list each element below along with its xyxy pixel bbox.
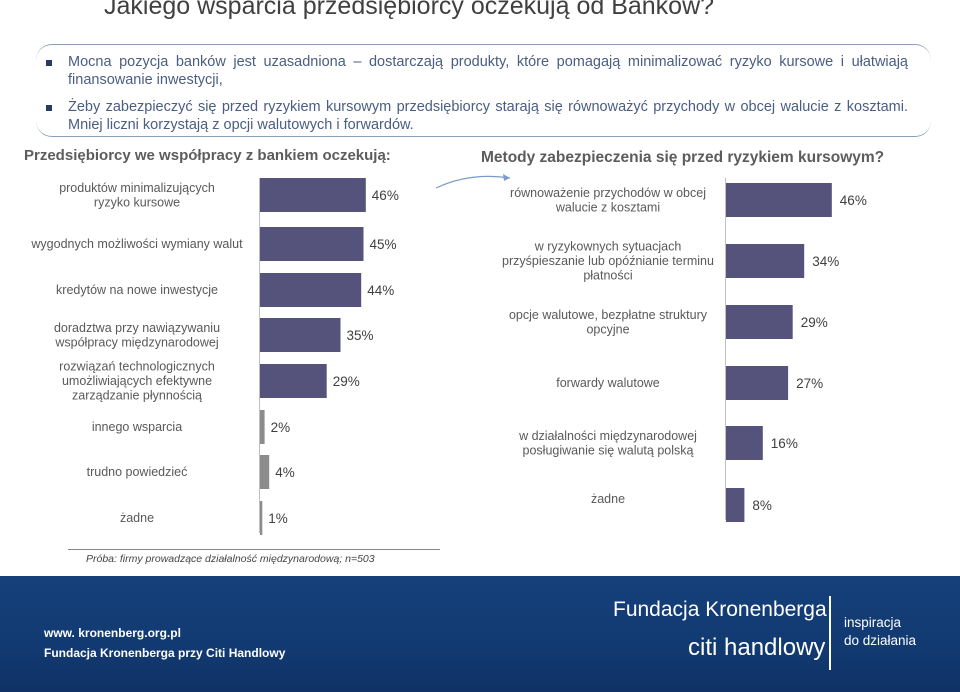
bar: [260, 410, 265, 444]
data-label: 8%: [752, 498, 772, 513]
category-label: żadne: [591, 492, 625, 506]
category-label: forwardy walutowe: [556, 376, 660, 390]
category-label: w działalności międzynarodowej: [518, 429, 697, 443]
arrow-connector: [435, 175, 511, 189]
data-label: 29%: [801, 315, 828, 330]
brand-name: Fundacja Kronenberga: [613, 598, 827, 621]
category-label: w ryzykownych sytuacjach: [534, 240, 682, 254]
bar: [260, 273, 362, 307]
data-label: 29%: [333, 374, 360, 389]
category-label: płatności: [583, 269, 632, 283]
bar: [260, 501, 263, 535]
category-label: wygodnych możliwości wymiany walut: [30, 237, 243, 251]
bar: [726, 244, 805, 278]
arrow-head-icon: [503, 174, 510, 181]
citi-handlowy-logo: citi handlowy: [688, 634, 826, 661]
sample-note: Próba: firmy prowadzące działalność międ…: [86, 553, 375, 565]
bullet-text-2: Mniej liczni korzystają z opcji walutowy…: [68, 116, 414, 133]
category-label: doradztwa przy nawiązywaniu: [54, 321, 220, 335]
data-label: 34%: [812, 254, 839, 269]
category-label: opcje walutowe, bezpłatne struktury: [509, 308, 708, 322]
bar: [726, 305, 793, 339]
category-label: innego wsparcia: [92, 420, 182, 434]
data-label: 46%: [372, 188, 399, 203]
bar: [260, 178, 366, 212]
website-link[interactable]: www. kronenberg.org.pl: [44, 626, 181, 640]
bar: [260, 364, 327, 398]
data-label: 45%: [370, 237, 397, 252]
footer-banner: www. kronenberg.org.pl Fundacja Kronenbe…: [0, 576, 960, 692]
bar: [726, 183, 832, 217]
category-label: przyśpieszanie lub opóźnianie terminu: [502, 254, 714, 268]
category-label: współpracy międzynarodowej: [54, 335, 218, 349]
tagline-line-1: inspiracja: [844, 615, 902, 630]
category-label: posługiwanie się walutą polską: [523, 443, 694, 457]
category-label: umożliwiających efektywne: [62, 374, 212, 388]
square-bullet-icon: [46, 60, 52, 66]
bar: [726, 426, 763, 460]
page-title: Jakiego wsparcia przedsiębiorcy oczekują…: [104, 0, 715, 20]
data-label: 44%: [367, 283, 394, 298]
data-label: 2%: [271, 420, 291, 435]
square-bullet-icon: [46, 105, 52, 111]
data-label: 35%: [347, 328, 374, 343]
category-label: równoważenie przychodów w obcej: [510, 186, 706, 200]
right-chart: 46% równoważenie przychodów w obcejwaluci…: [502, 183, 867, 522]
category-label: trudno powiedzieć: [87, 465, 188, 479]
category-label: rozwiązań technologicznych: [59, 360, 215, 374]
bullet-text: Mocna pozycja banków jest uzasadniona – …: [68, 54, 908, 88]
data-label: 1%: [268, 511, 288, 526]
tagline: inspiracja do działania: [844, 614, 916, 650]
sample-divider: [68, 549, 440, 550]
left-chart-title: Przedsiębiorcy we współpracy z bankiem o…: [24, 147, 391, 164]
category-label: opcyjne: [586, 322, 629, 336]
category-label: żadne: [120, 511, 154, 525]
summary-panel: [36, 44, 931, 137]
bar: [726, 366, 789, 400]
tagline-line-2: do działania: [844, 633, 917, 648]
category-label: walucie z kosztami: [555, 200, 660, 214]
footer-divider: [829, 596, 831, 670]
bar: [726, 488, 745, 522]
footer-organization: Fundacja Kronenberga przy Citi Handlowy: [44, 646, 286, 660]
data-label: 16%: [771, 436, 798, 451]
data-label: 27%: [796, 376, 823, 391]
bullet-text: Żeby zabezpieczyć się przed ryzykiem kur…: [68, 99, 908, 115]
bar: [260, 318, 341, 352]
data-label: 4%: [275, 465, 295, 480]
bullet-text-wrap: Żeby zabezpieczyć się przed ryzykiem kur…: [68, 99, 908, 134]
right-chart-title: Metody zabezpieczenia się przed ryzykiem…: [481, 149, 885, 166]
category-label: kredytów na nowe inwestycje: [56, 283, 218, 297]
category-label: ryzyko kursowe: [94, 195, 180, 209]
category-label: produktów minimalizujących: [59, 181, 215, 195]
bar: [260, 455, 270, 489]
bar: [260, 227, 364, 261]
category-label: zarządzanie płynnością: [72, 389, 202, 403]
data-label: 46%: [840, 193, 867, 208]
